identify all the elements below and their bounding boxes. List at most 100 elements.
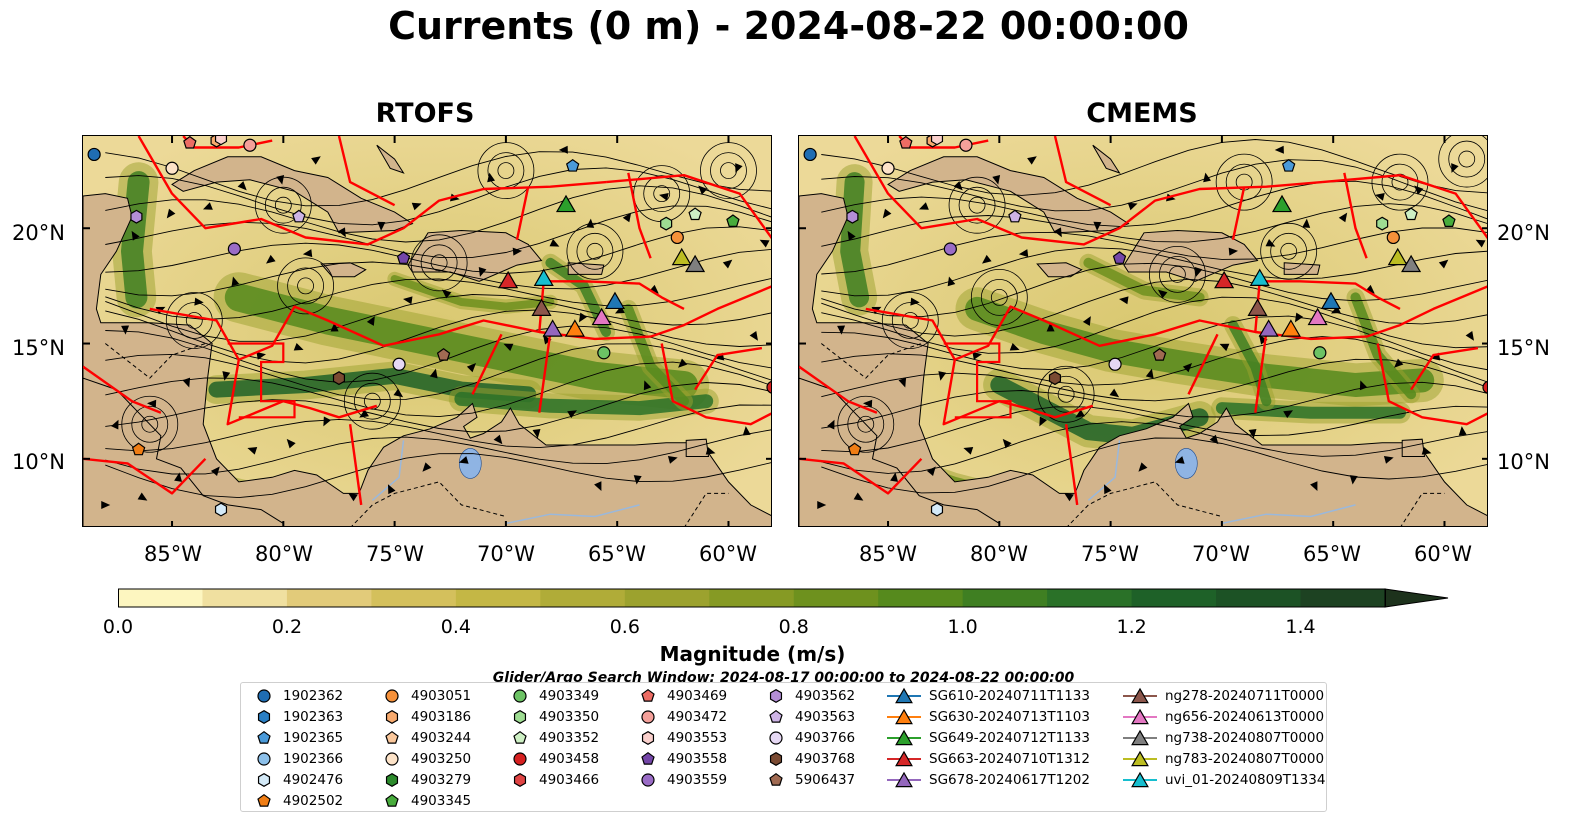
streamline <box>821 139 1487 196</box>
arrowhead <box>742 426 751 436</box>
eez-line <box>83 365 162 414</box>
eddy-streamline <box>1215 153 1273 211</box>
current-band <box>121 171 150 309</box>
eez-line <box>1321 174 1487 240</box>
glider-marker-SG630-20240713T1103 <box>1280 319 1301 337</box>
arrowhead <box>827 419 835 430</box>
lon-label-80w-left: 80°W <box>255 542 313 566</box>
argo-marker-4902502 <box>847 442 862 456</box>
arrowhead <box>953 181 963 191</box>
legend-item: 1902363 <box>253 707 343 727</box>
country-border <box>351 481 507 526</box>
eez-line <box>627 172 652 259</box>
streamline <box>821 262 1487 318</box>
eez-line <box>1064 424 1079 506</box>
streamline <box>105 185 771 243</box>
land-hispaniola <box>407 229 543 282</box>
eddy-streamline <box>881 292 939 349</box>
arrowhead <box>1414 185 1424 195</box>
colorbar-tick-label: 1.2 <box>1116 616 1147 638</box>
arrowhead <box>643 380 652 391</box>
cmems-panel-title: CMEMS <box>1086 98 1198 129</box>
argo-marker-4903559 <box>227 242 241 256</box>
eez-line <box>137 136 607 246</box>
arrowhead <box>1465 331 1474 341</box>
eddy-streamline <box>274 196 292 214</box>
argo-marker-4903051 <box>670 230 684 245</box>
arrowhead <box>722 259 733 269</box>
legend-item: 4903469 <box>637 686 727 706</box>
glider-marker-ng783-20240807T0000 <box>1387 247 1408 266</box>
argo-marker-4903469 <box>183 136 197 149</box>
eddy-streamline <box>1148 245 1206 303</box>
legend-marker-icon <box>641 751 655 765</box>
legend-triangle-marker <box>895 771 913 788</box>
legend-item: 5906437 <box>765 770 855 790</box>
legend-marker-icon <box>513 689 527 703</box>
eddy-streamline <box>297 277 314 295</box>
arrowhead <box>466 363 477 373</box>
legend-pentagon-marker <box>513 730 527 744</box>
streamline <box>821 278 1487 337</box>
arrowhead <box>926 466 936 476</box>
arrowhead <box>411 202 422 211</box>
eez-line <box>1231 186 1246 241</box>
legend-label: 4902476 <box>283 772 344 788</box>
legend-marker-icon <box>513 773 527 787</box>
legend-marker-icon <box>641 731 655 745</box>
arrowhead <box>1082 316 1091 326</box>
arrowhead <box>1330 305 1341 314</box>
eddy-streamline <box>837 395 895 453</box>
glider-marker-SG630-20240713T1103 <box>564 319 585 337</box>
glider-marker-uvi_01-20240809T1334 <box>1249 268 1270 286</box>
arrowhead <box>1359 380 1368 391</box>
eez-line <box>83 457 207 495</box>
colorbar-segment <box>1216 589 1302 607</box>
eddy-streamline <box>1168 265 1186 283</box>
legend-marker-icon <box>257 689 271 703</box>
lon-label-60w-right: 60°W <box>1414 542 1472 566</box>
streamline <box>821 315 1487 371</box>
legend-marker-icon <box>769 772 783 786</box>
land-bahamas2 <box>1092 144 1121 174</box>
glider-marker-ng783-20240807T0000 <box>671 247 692 266</box>
arrowhead <box>633 475 642 485</box>
arrowhead <box>393 388 404 398</box>
legend-marker-icon <box>641 710 655 724</box>
arrowhead <box>256 351 266 360</box>
arrowhead <box>1109 388 1120 398</box>
legend-marker-icon <box>513 710 527 724</box>
legend-marker-icon <box>385 730 399 744</box>
arrowhead <box>567 410 578 419</box>
arrowhead <box>503 343 514 352</box>
legend-marker-icon <box>1123 687 1157 704</box>
lon-label-75w-right: 75°W <box>1081 542 1139 566</box>
colorbar-segment <box>286 589 372 607</box>
legend-circle-marker <box>641 710 655 724</box>
streamline <box>105 382 771 433</box>
eddy-streamline <box>958 186 996 224</box>
eez-line <box>348 424 363 506</box>
rtofs-panel-title: RTOFS <box>375 98 475 129</box>
legend-item: 1902362 <box>253 686 343 706</box>
legend-item: ng738-20240807T0000 <box>1123 728 1324 748</box>
arrowhead <box>1053 227 1062 238</box>
colorbar-segment <box>878 589 964 607</box>
legend-pentagon-marker <box>769 709 783 723</box>
legend-label: 4903352 <box>539 730 600 746</box>
glider-marker-ng278-20240711T0000 <box>1247 298 1268 316</box>
argo-marker-4903352 <box>1404 207 1418 221</box>
current-band <box>224 283 698 399</box>
eddy-streamline <box>410 234 468 292</box>
legend-item: 4903766 <box>765 728 855 748</box>
eddy-streamline <box>901 312 919 329</box>
land-cuba <box>887 156 1130 234</box>
arrowhead <box>429 368 438 379</box>
eddy-streamline <box>264 186 302 224</box>
arrowhead <box>276 175 285 185</box>
legend-item: 4903553 <box>637 728 727 748</box>
legend-label: 1902366 <box>283 751 344 767</box>
arrowhead <box>749 331 758 341</box>
eez-line <box>1187 333 1219 395</box>
arrowhead <box>586 218 595 228</box>
